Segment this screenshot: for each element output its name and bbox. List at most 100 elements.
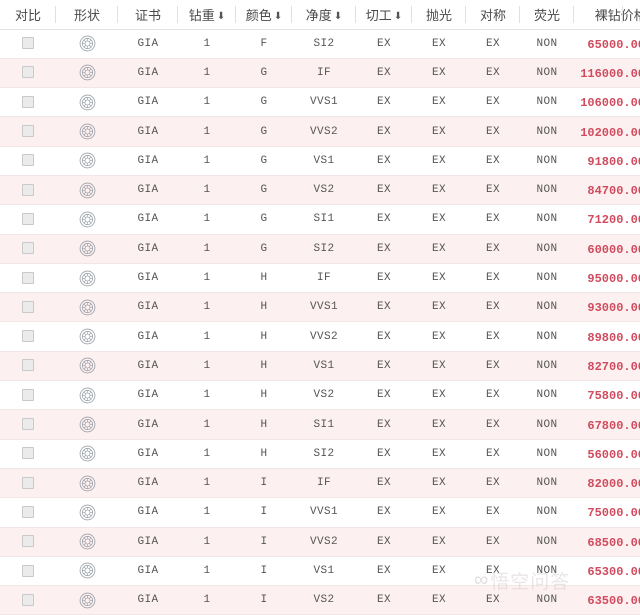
price-cell: 60000.00元: [574, 234, 640, 264]
cut-grade-cell: EX: [356, 439, 412, 469]
compare-checkbox[interactable]: [22, 154, 34, 167]
polish-grade-cell: EX: [412, 29, 466, 59]
compare-cell: [0, 351, 56, 382]
carat-weight-cell: 1: [178, 87, 236, 118]
price-value: 82700.00: [587, 359, 640, 374]
compare-checkbox[interactable]: [22, 183, 34, 196]
header-separator: [55, 6, 56, 23]
compare-checkbox[interactable]: [22, 95, 34, 108]
round-brilliant-diamond-icon: [79, 240, 95, 257]
column-header-shape: 形状: [56, 0, 118, 30]
column-header-cert: 证书: [118, 0, 178, 30]
fluorescence-cell: NON: [520, 409, 574, 440]
price-value: 68500.00: [587, 535, 640, 550]
price-cell: 67800.00元: [574, 409, 640, 440]
compare-checkbox[interactable]: [22, 242, 34, 255]
compare-checkbox[interactable]: [22, 300, 34, 313]
symmetry-grade-cell: EX: [466, 556, 520, 587]
color-grade-cell: G: [236, 146, 292, 176]
compare-checkbox[interactable]: [22, 271, 34, 284]
compare-checkbox[interactable]: [22, 418, 34, 431]
header-separator: [177, 6, 178, 23]
compare-cell: [0, 468, 56, 499]
fluorescence-cell: NON: [520, 439, 574, 469]
color-grade-cell: G: [236, 234, 292, 264]
symmetry-grade-cell: EX: [466, 497, 520, 528]
compare-cell: [0, 29, 56, 59]
symmetry-grade-cell: EX: [466, 146, 520, 176]
sort-descending-icon-carat[interactable]: ⬇: [216, 10, 226, 22]
color-grade-cell: G: [236, 116, 292, 147]
compare-checkbox[interactable]: [22, 359, 34, 372]
fluorescence-cell: NON: [520, 556, 574, 587]
compare-checkbox[interactable]: [22, 212, 34, 225]
compare-checkbox[interactable]: [22, 330, 34, 343]
column-header-clarity[interactable]: 净度 ⬇: [292, 0, 356, 30]
sort-descending-icon-clarity[interactable]: ⬇: [333, 10, 343, 22]
certificate-cell: GIA: [118, 527, 178, 557]
price-cell: 56000.00元: [574, 439, 640, 469]
column-header-color[interactable]: 颜色 ⬇: [236, 0, 292, 30]
compare-checkbox[interactable]: [22, 37, 34, 50]
compare-cell: [0, 292, 56, 323]
fluorescence-cell: NON: [520, 497, 574, 528]
compare-cell: [0, 58, 56, 89]
compare-checkbox[interactable]: [22, 66, 34, 79]
carat-weight-cell: 1: [178, 556, 236, 587]
column-header-label-price: 裸钻价格: [594, 7, 640, 23]
compare-checkbox[interactable]: [22, 447, 34, 460]
sort-descending-icon-cut[interactable]: ⬇: [393, 10, 403, 22]
compare-checkbox[interactable]: [22, 564, 34, 577]
symmetry-grade-cell: EX: [466, 58, 520, 89]
price-value: 75000.00: [587, 506, 640, 521]
compare-checkbox[interactable]: [22, 388, 34, 401]
compare-checkbox[interactable]: [22, 593, 34, 606]
price-value: 89800.00: [587, 330, 640, 345]
certificate-cell: GIA: [118, 234, 178, 264]
compare-checkbox[interactable]: [22, 535, 34, 548]
column-header-cut[interactable]: 切工 ⬇: [356, 0, 412, 30]
compare-checkbox[interactable]: [22, 125, 34, 138]
clarity-grade-cell: IF: [292, 58, 356, 89]
column-header-carat[interactable]: 钻重 ⬇: [178, 0, 236, 30]
certificate-cell: GIA: [118, 116, 178, 147]
polish-grade-cell: EX: [412, 409, 466, 440]
clarity-grade-cell: VS1: [292, 351, 356, 382]
column-header-label-cut: 切工: [365, 7, 392, 23]
compare-cell: [0, 146, 56, 176]
column-header-price[interactable]: 裸钻价格⬇: [574, 0, 640, 30]
polish-grade-cell: EX: [412, 351, 466, 382]
price-value: 95000.00: [587, 272, 640, 287]
compare-checkbox[interactable]: [22, 476, 34, 489]
certificate-cell: GIA: [118, 175, 178, 206]
carat-weight-cell: 1: [178, 58, 236, 89]
carat-weight-cell: 1: [178, 380, 236, 411]
sort-descending-icon-color[interactable]: ⬇: [273, 10, 283, 22]
compare-checkbox[interactable]: [22, 505, 34, 518]
header-separator: [411, 6, 412, 23]
clarity-grade-cell: VS2: [292, 380, 356, 411]
fluorescence-cell: NON: [520, 234, 574, 264]
price-cell: 102000.00元: [574, 116, 640, 147]
certificate-cell: GIA: [118, 409, 178, 440]
